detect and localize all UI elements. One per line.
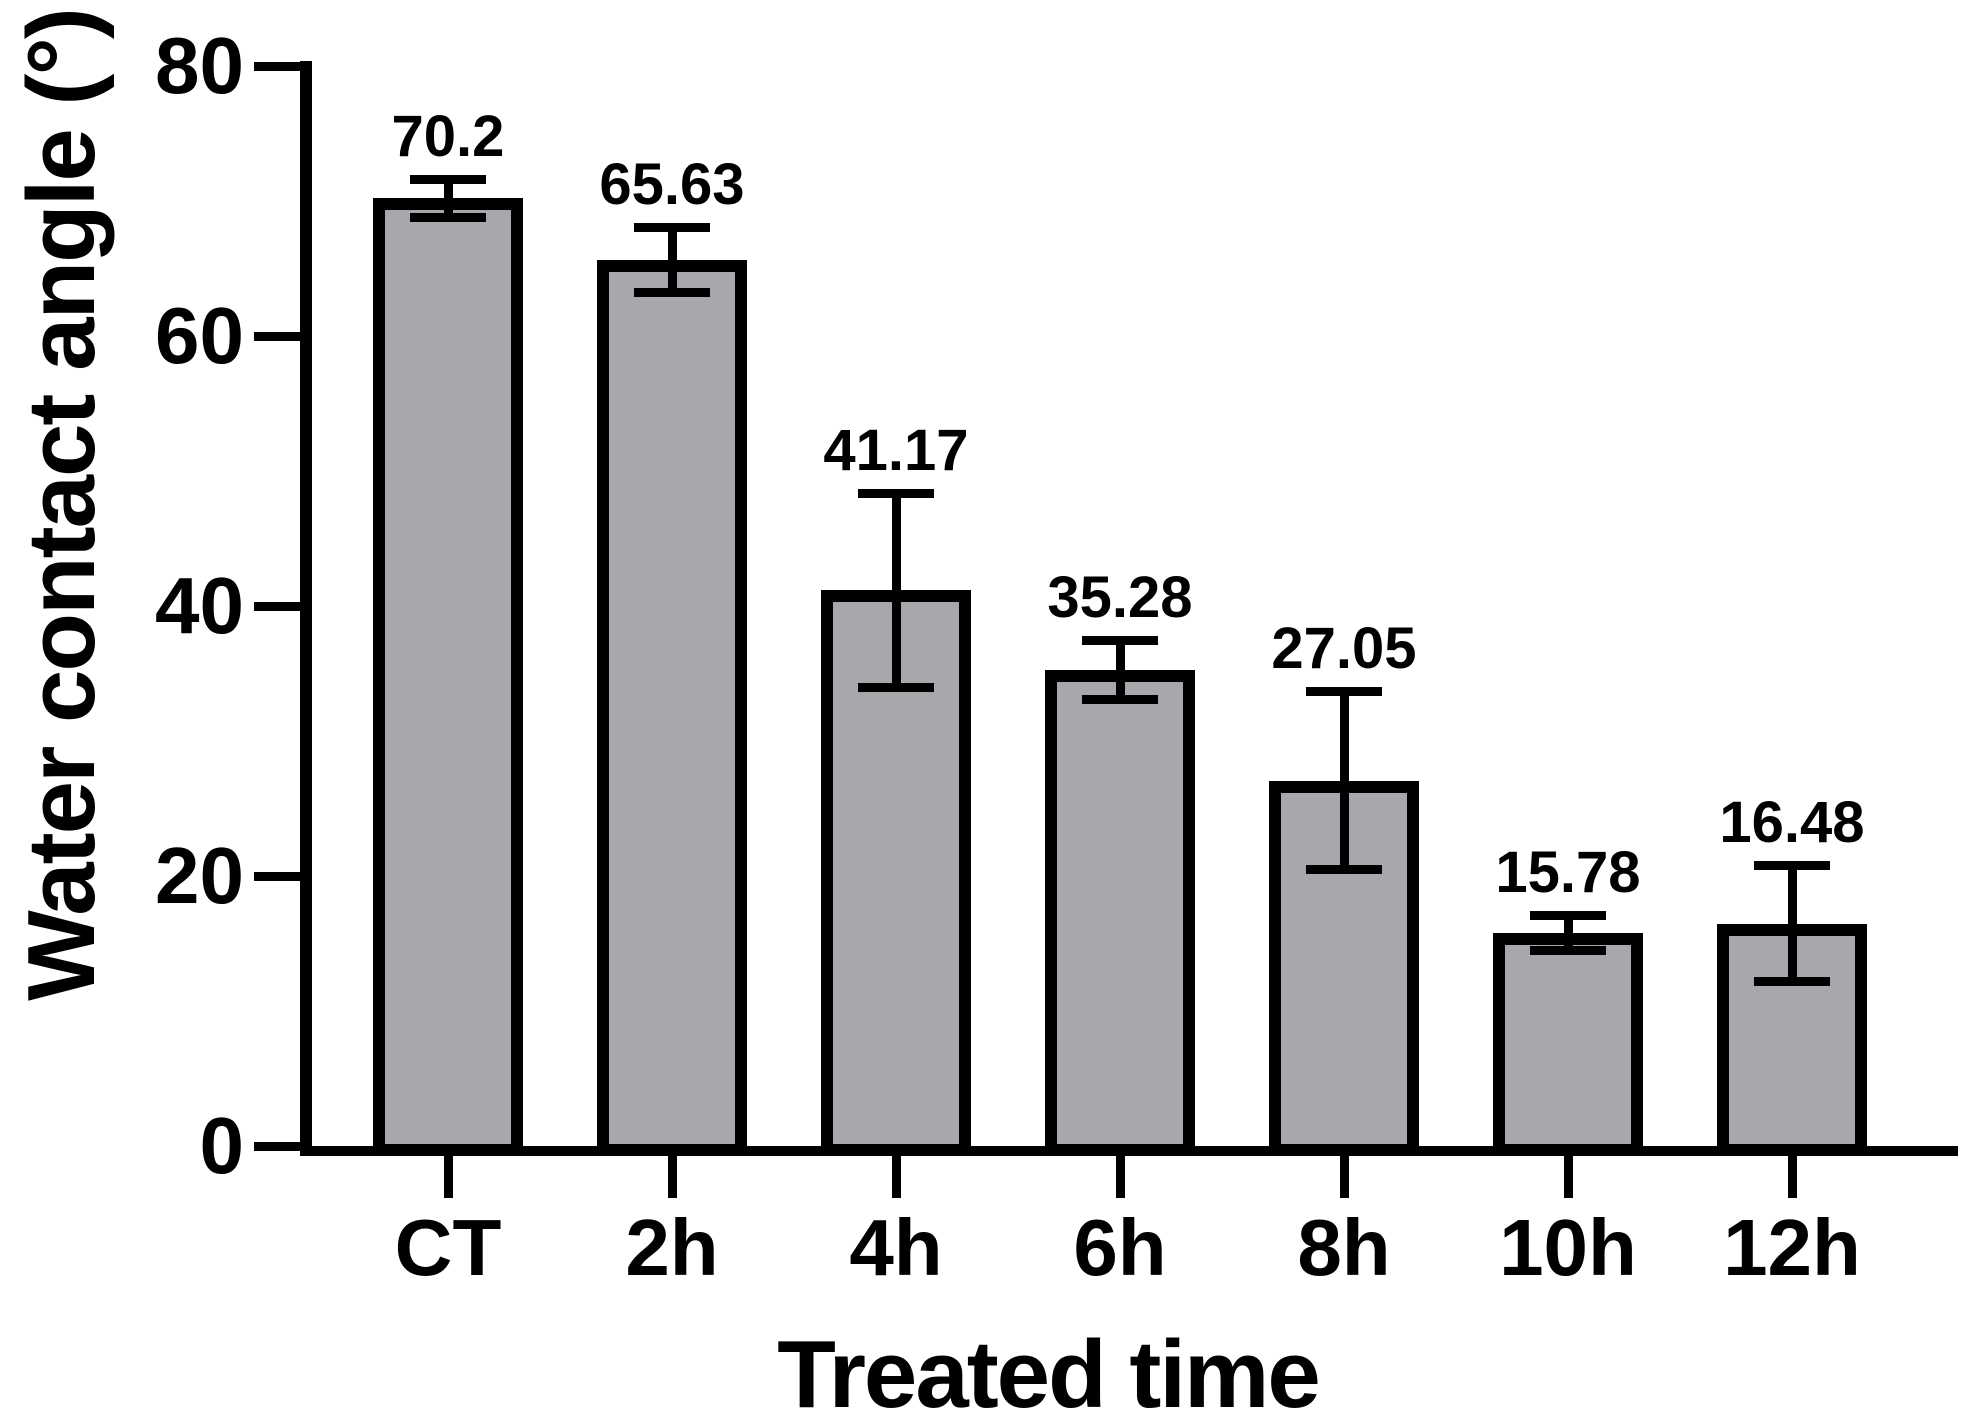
error-bar-top-cap-6h xyxy=(1082,635,1158,645)
value-label-12h: 16.48 xyxy=(1719,789,1865,855)
x-tick-label-CT: CT xyxy=(394,1203,502,1292)
bar-CT xyxy=(373,198,523,1156)
error-bar-2h xyxy=(667,227,677,293)
value-label-2h: 65.63 xyxy=(599,152,745,218)
x-tick-label-12h: 12h xyxy=(1723,1203,1861,1292)
bar-2h xyxy=(597,259,747,1156)
x-tick-10h xyxy=(1563,1156,1573,1198)
value-label-8h: 27.05 xyxy=(1271,616,1417,682)
x-tick-8h xyxy=(1339,1156,1349,1198)
y-tick-label-80: 80 xyxy=(155,21,244,110)
value-label-CT: 70.2 xyxy=(391,103,505,169)
bar-6h xyxy=(1045,669,1195,1156)
bar-10h xyxy=(1493,932,1643,1156)
error-bar-10h xyxy=(1563,915,1573,951)
error-bar-bottom-cap-CT xyxy=(410,212,486,222)
value-label-4h: 41.17 xyxy=(823,417,969,483)
error-bar-bottom-cap-2h xyxy=(634,287,710,297)
error-bar-top-cap-10h xyxy=(1530,910,1606,920)
y-tick-label-40: 40 xyxy=(155,561,244,650)
value-label-10h: 15.78 xyxy=(1495,839,1641,905)
x-tick-CT xyxy=(443,1156,453,1198)
x-axis-line xyxy=(300,1146,1958,1156)
x-tick-label-2h: 2h xyxy=(625,1203,719,1292)
y-tick-0 xyxy=(254,1141,300,1151)
error-bar-top-cap-12h xyxy=(1754,860,1830,870)
error-bar-4h xyxy=(891,493,901,688)
y-tick-60 xyxy=(254,331,300,341)
x-tick-label-6h: 6h xyxy=(1073,1203,1167,1292)
error-bar-top-cap-4h xyxy=(858,488,934,498)
x-tick-4h xyxy=(891,1156,901,1198)
x-tick-6h xyxy=(1115,1156,1125,1198)
error-bar-bottom-cap-10h xyxy=(1530,946,1606,956)
y-tick-40 xyxy=(254,601,300,611)
error-bar-bottom-cap-6h xyxy=(1082,694,1158,704)
y-tick-label-20: 20 xyxy=(155,831,244,920)
x-tick-label-10h: 10h xyxy=(1499,1203,1637,1292)
y-axis-line xyxy=(300,61,312,1156)
y-tick-label-60: 60 xyxy=(155,291,244,380)
error-bar-bottom-cap-4h xyxy=(858,682,934,692)
y-tick-20 xyxy=(254,871,300,881)
value-label-6h: 35.28 xyxy=(1047,564,1193,630)
error-bar-bottom-cap-8h xyxy=(1306,865,1382,875)
error-bar-top-cap-8h xyxy=(1306,687,1382,697)
y-tick-80 xyxy=(254,61,300,71)
error-bar-top-cap-2h xyxy=(634,223,710,233)
x-tick-label-4h: 4h xyxy=(849,1203,943,1292)
x-tick-label-8h: 8h xyxy=(1297,1203,1391,1292)
error-bar-top-cap-CT xyxy=(410,174,486,184)
error-bar-12h xyxy=(1787,865,1797,982)
y-tick-label-0: 0 xyxy=(199,1101,245,1190)
x-tick-2h xyxy=(667,1156,677,1198)
error-bar-bottom-cap-12h xyxy=(1754,977,1830,987)
x-tick-12h xyxy=(1787,1156,1797,1198)
x-axis-title: Treated time xyxy=(777,1321,1321,1424)
error-bar-6h xyxy=(1115,640,1125,700)
error-bar-8h xyxy=(1339,691,1349,870)
error-bar-CT xyxy=(443,179,453,218)
